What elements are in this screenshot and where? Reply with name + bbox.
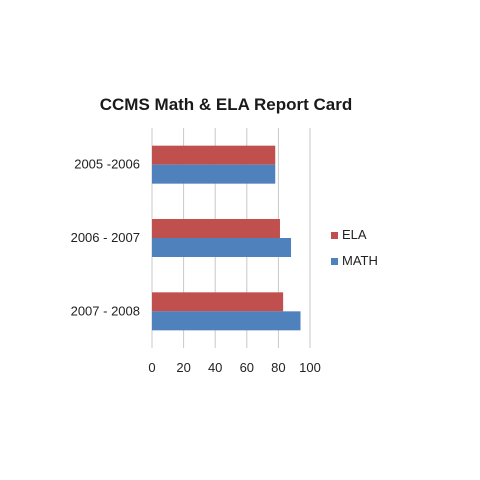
x-tick-label: 0 <box>148 360 155 375</box>
bars <box>152 145 301 331</box>
category-label: 2007 - 2008 <box>71 303 140 318</box>
legend-swatch-math <box>331 258 338 265</box>
x-tick-label: 80 <box>271 360 285 375</box>
bar-ela-1 <box>152 145 276 165</box>
x-tick-label: 20 <box>176 360 190 375</box>
legend-label-math: MATH <box>342 253 378 268</box>
bar-ela-3 <box>152 292 284 312</box>
bar-ela-2 <box>152 219 280 238</box>
bar-math-2 <box>152 238 292 257</box>
x-tick-label: 60 <box>240 360 254 375</box>
legend-label-ela: ELA <box>342 227 367 242</box>
bar-math-1 <box>152 164 276 184</box>
x-tick-labels: 0 20 40 60 80 100 <box>148 360 320 375</box>
chart-title: CCMS Math & ELA Report Card <box>100 95 353 114</box>
category-labels: 2005 -2006 2006 - 2007 2007 - 2008 <box>71 157 140 319</box>
bar-math-3 <box>152 311 301 331</box>
legend-swatch-ela <box>331 232 338 239</box>
legend: ELA MATH <box>331 227 378 268</box>
x-tick-label: 100 <box>299 360 321 375</box>
category-label: 2005 -2006 <box>74 157 140 172</box>
category-label: 2006 - 2007 <box>71 230 140 245</box>
x-tick-label: 40 <box>208 360 222 375</box>
